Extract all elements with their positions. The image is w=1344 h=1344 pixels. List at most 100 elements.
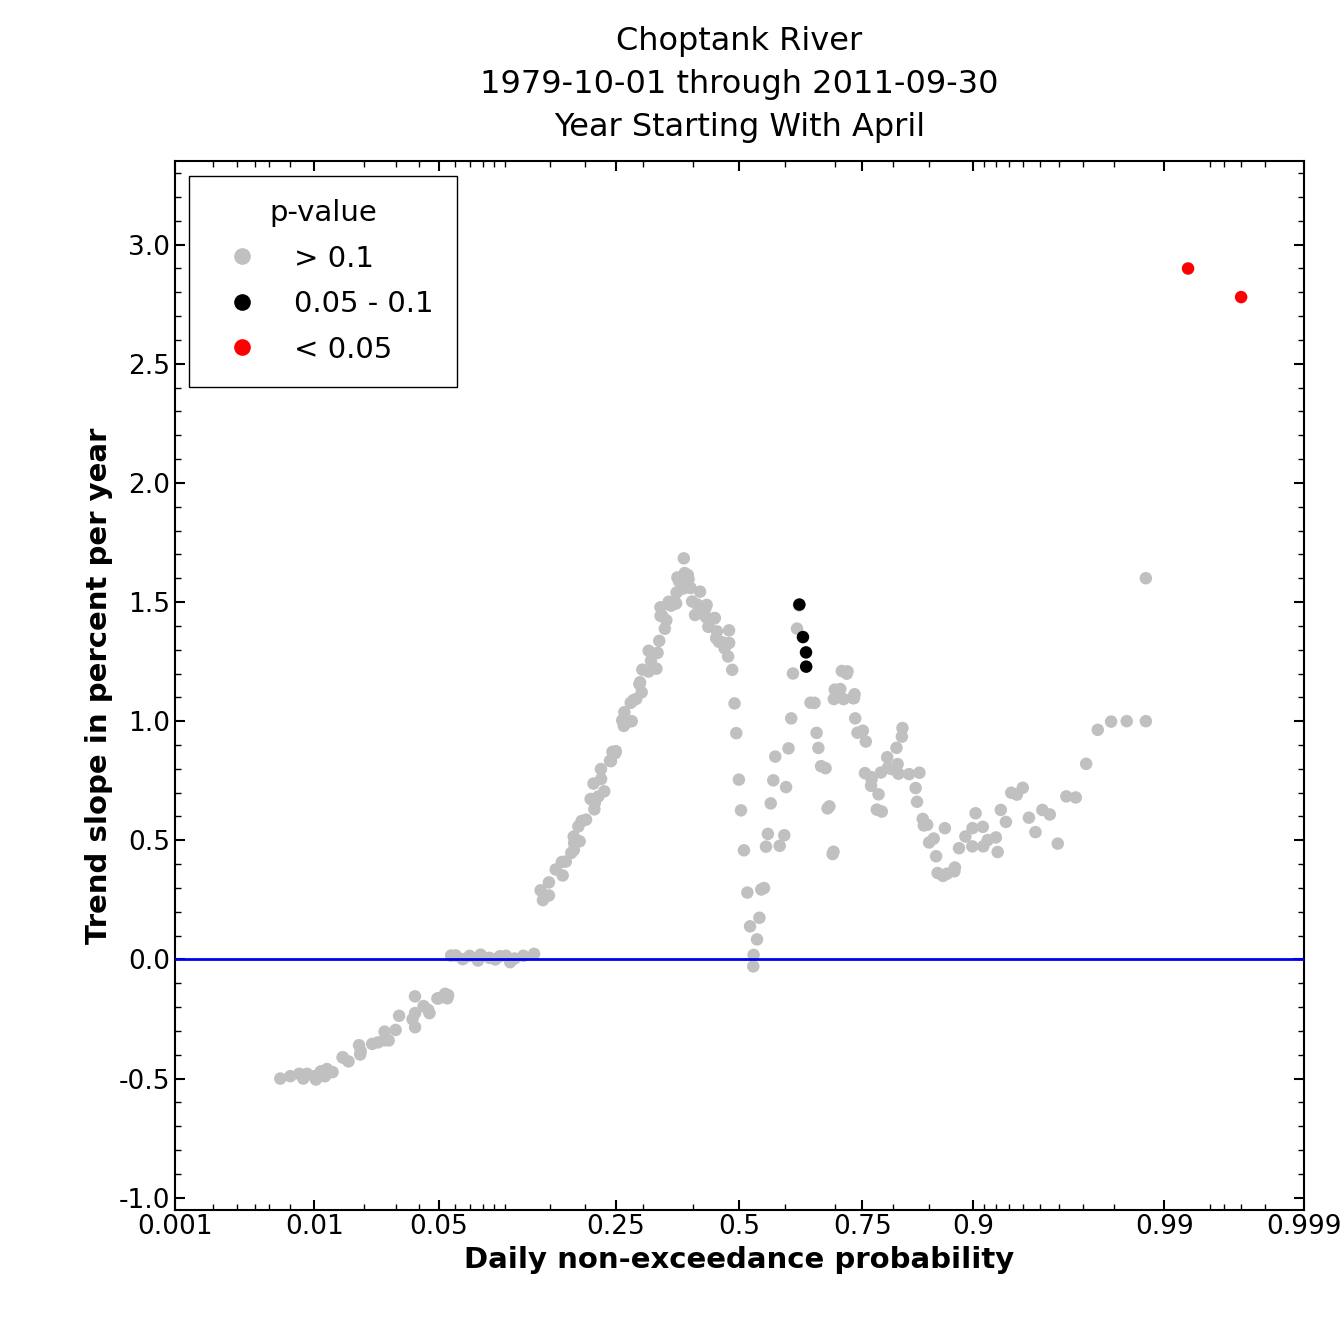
Point [695,606,716,628]
Point [977,829,999,851]
Point [293,1067,314,1089]
Point [706,621,727,642]
Point [860,775,882,797]
Point [1230,286,1251,308]
Point [724,692,746,714]
Point [810,755,832,777]
Point [563,825,585,847]
Point [426,988,448,1009]
Point [831,660,852,681]
Point [1101,711,1122,732]
Point [427,988,449,1009]
Point [829,679,851,700]
Point [532,890,554,911]
Point [837,661,859,683]
Point [348,1035,370,1056]
Point [362,1034,383,1055]
Point [512,945,534,966]
Point [680,577,702,598]
Point [1136,567,1157,589]
Point [321,1062,343,1083]
Point [800,692,821,714]
Point [696,594,718,616]
Point [538,884,559,906]
Point [699,609,720,630]
Point [719,632,741,653]
Point [673,562,695,583]
Point [759,793,781,814]
Point [687,594,708,616]
Point [704,607,726,629]
Point [304,1066,325,1087]
Point [886,737,907,758]
Point [673,547,695,569]
Point [706,628,727,649]
Point [668,571,689,593]
Point [594,781,616,802]
Point [1075,753,1097,774]
Point [349,1040,371,1062]
Point [692,598,714,620]
Point [605,741,626,762]
Point [659,591,680,613]
Point [649,605,671,626]
Point [824,679,845,700]
Point [933,866,954,887]
Point [868,784,890,805]
Point [906,792,927,813]
Point [590,758,612,780]
Point [684,605,706,626]
Point [876,746,898,767]
Point [962,817,984,839]
Point [435,986,457,1008]
Point [405,1003,426,1024]
Point [656,610,677,632]
Point [296,1063,317,1085]
Point [843,687,864,708]
Point [965,802,986,824]
Point [774,824,796,845]
Point [602,741,624,762]
Point [778,738,800,759]
Point [739,915,761,937]
Point [555,851,577,872]
Point [991,800,1012,821]
Point [749,907,770,929]
Point [986,841,1008,863]
Point [985,827,1007,848]
Point [349,1044,371,1066]
Point [551,851,573,872]
Point [667,567,688,589]
Point [871,801,892,823]
Point [445,945,466,966]
Point [337,1051,359,1073]
Point [973,836,995,857]
Point [714,637,735,659]
Point [280,1066,301,1087]
Point [823,841,844,863]
Point [961,836,982,857]
Point [781,708,802,730]
Point [762,770,784,792]
Point [332,1047,353,1068]
Point [677,564,699,586]
Point [314,1066,336,1087]
Point [765,746,786,767]
Point [640,650,661,672]
Point [1136,711,1157,732]
Point [378,1030,399,1051]
Point [530,879,551,900]
Point [860,769,882,790]
Point [743,943,765,965]
Point [599,750,621,771]
Point [995,812,1016,833]
Point [1047,833,1068,855]
Point [918,832,939,853]
Point [718,645,739,667]
Point [937,863,958,884]
Point [855,762,876,784]
Point [796,641,817,663]
Point [613,715,634,737]
Point [620,692,641,714]
Point [677,569,699,590]
